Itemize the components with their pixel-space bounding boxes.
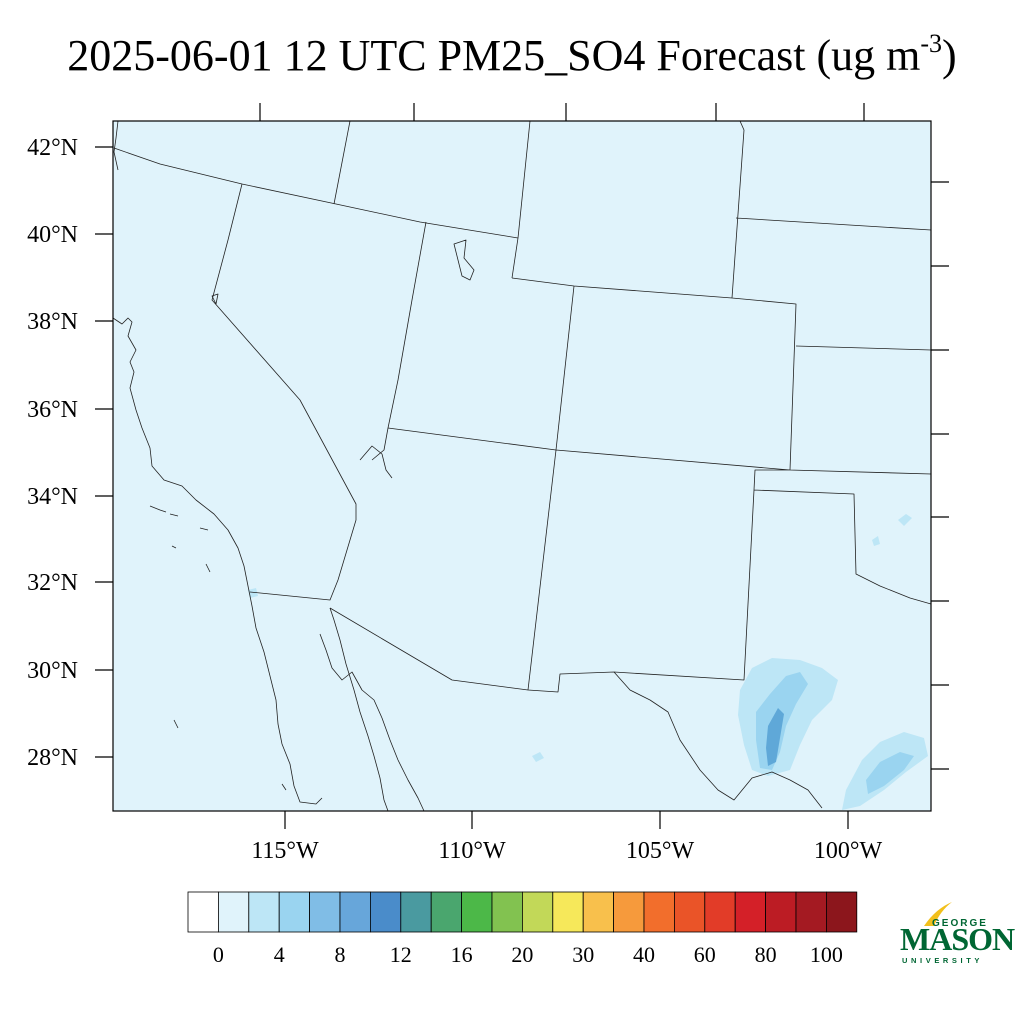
pacific-coastline <box>112 120 323 805</box>
map-frame <box>112 120 932 812</box>
colorbar-swatch <box>795 891 827 933</box>
colorbar-swatch <box>674 891 706 933</box>
title-superscript: -3 <box>920 29 943 58</box>
lat-label-28: 28°N <box>27 745 78 771</box>
map-panel: 42°N 40°N 38°N 36°N 34°N 32°N 30°N 28°N … <box>27 103 949 864</box>
lake-shapes <box>211 239 475 479</box>
colorbar-swatch <box>400 891 432 933</box>
lat-label-38: 38°N <box>27 309 78 335</box>
contour-8-gulf <box>866 752 914 794</box>
colorbar-swatch <box>734 891 767 933</box>
colorbar-swatch <box>704 891 736 933</box>
colorbar-label: 30 <box>572 942 594 967</box>
colorbar-swatch <box>461 891 493 933</box>
rio-grande <box>613 671 823 809</box>
lat-label-36: 36°N <box>27 397 78 423</box>
longitude-labels: 115°W 110°W 105°W 100°W <box>251 838 882 864</box>
chart-title: 2025-06-01 12 UTC PM25_SO4 Forecast (ug … <box>0 28 1024 84</box>
colorbar-swatch <box>522 891 554 933</box>
lon-label-105: 105°W <box>626 838 695 864</box>
colorbar-swatch <box>613 891 645 933</box>
contour-4-small-4 <box>248 588 258 598</box>
colorbar-swatch <box>826 891 858 933</box>
colorbar-swatch <box>187 891 219 933</box>
state-lines-west <box>211 120 427 601</box>
colorbar-swatch <box>369 891 402 933</box>
colorbar-swatch <box>491 891 523 933</box>
logo-swoosh-icon <box>924 902 952 926</box>
lon-label-110: 110°W <box>438 838 506 864</box>
islands <box>149 505 287 791</box>
colorbar-label: 0 <box>213 942 224 967</box>
colorbar-label: 4 <box>274 942 285 967</box>
contour-4-small-3 <box>532 752 544 762</box>
colorbar-labels: 0 4 8 12 16 20 30 40 60 80 100 <box>213 942 843 967</box>
lat-label-30: 30°N <box>27 658 78 684</box>
colorbar-swatch <box>643 891 675 933</box>
colorbar-label: 12 <box>390 942 412 967</box>
lat-label-32: 32°N <box>27 570 78 596</box>
lat-label-40: 40°N <box>27 222 78 248</box>
colorbar-swatch <box>430 891 463 933</box>
colorbar-label: 8 <box>335 942 346 967</box>
logo-university-text: UNIVERSITY <box>902 956 984 965</box>
lat-label-34: 34°N <box>27 484 78 510</box>
colorbar-swatch <box>339 891 371 933</box>
title-close: ) <box>942 31 957 80</box>
concentration-contours <box>248 514 928 810</box>
boundaries <box>112 120 932 812</box>
colorbar-swatch <box>278 891 311 933</box>
lon-label-100: 100°W <box>814 838 883 864</box>
contour-4-small-2 <box>872 536 880 546</box>
lat-label-42: 42°N <box>27 135 78 161</box>
colorbar-swatch <box>248 891 280 933</box>
colorbar-swatch <box>582 891 615 933</box>
colorbar-swatches <box>187 891 858 933</box>
colorbar: 0 4 8 12 16 20 30 40 60 80 100 <box>187 891 858 967</box>
colorbar-swatch <box>309 891 341 933</box>
baja-east-coast <box>319 607 425 812</box>
lon-label-115: 115°W <box>251 838 319 864</box>
latitude-labels: 42°N 40°N 38°N 36°N 34°N 32°N 30°N 28°N <box>27 135 78 771</box>
logo-mason-text: MASON <box>900 921 1015 957</box>
colorbar-label: 20 <box>511 942 533 967</box>
colorbar-swatch <box>217 891 250 933</box>
gmu-logo: GEORGE MASON UNIVERSITY <box>896 898 1015 970</box>
canada-border <box>113 147 519 239</box>
colorbar-label: 80 <box>755 942 777 967</box>
title-text: 2025-06-01 12 UTC PM25_SO4 Forecast (ug … <box>67 31 921 80</box>
map-ticks <box>95 103 949 829</box>
colorbar-swatch <box>765 891 797 933</box>
colorbar-swatch <box>552 891 584 933</box>
colorbar-label: 16 <box>451 942 473 967</box>
contour-4-small-1 <box>898 514 912 526</box>
colorbar-label: 100 <box>810 942 843 967</box>
colorbar-label: 40 <box>633 942 655 967</box>
colorbar-label: 60 <box>694 942 716 967</box>
contour-12-texas <box>766 708 784 766</box>
logo-george-text: GEORGE <box>932 918 988 929</box>
